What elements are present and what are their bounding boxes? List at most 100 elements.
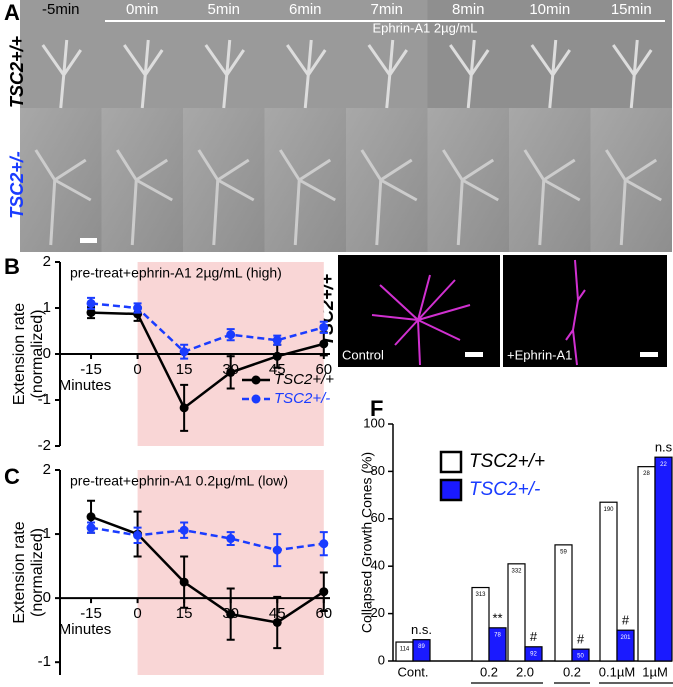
bar bbox=[616, 629, 635, 662]
chart-subtitle: pre-treat+ephrin-A1 0.2µg/mL (low) bbox=[70, 473, 288, 489]
micrograph bbox=[183, 0, 265, 108]
cell-e bbox=[565, 259, 586, 366]
cell-d bbox=[371, 274, 471, 366]
bar bbox=[524, 646, 543, 662]
x-tick-label: 0.2 bbox=[480, 664, 498, 679]
y-tick-label: 1 bbox=[43, 299, 51, 316]
n-label: 89 bbox=[418, 644, 425, 650]
y-tick-label: 0 bbox=[43, 589, 51, 606]
data-point bbox=[226, 330, 236, 340]
series-line bbox=[90, 526, 324, 552]
shaded-region bbox=[137, 470, 324, 675]
x-tick-label: -15 bbox=[80, 361, 102, 378]
y-axis-label: (normalized) bbox=[29, 310, 46, 399]
bar bbox=[599, 501, 618, 662]
micrograph bbox=[509, 108, 591, 252]
data-point bbox=[319, 322, 329, 332]
annotation: # bbox=[622, 613, 630, 628]
y-axis-label: (normalized) bbox=[29, 528, 46, 617]
annotation: ** bbox=[492, 610, 502, 625]
data-point bbox=[319, 587, 329, 597]
data-point bbox=[226, 367, 236, 377]
y-tick-label: 60 bbox=[371, 510, 385, 525]
x-tick-label: 45 bbox=[269, 361, 286, 378]
legend-swatch bbox=[439, 450, 463, 474]
data-point bbox=[179, 577, 189, 587]
cell bbox=[41, 39, 82, 109]
data-point bbox=[179, 525, 189, 535]
n-label: 92 bbox=[530, 651, 537, 657]
bar bbox=[507, 563, 526, 662]
cell bbox=[530, 39, 571, 109]
bar bbox=[637, 466, 656, 662]
data-point bbox=[179, 403, 189, 413]
cell bbox=[278, 149, 336, 246]
data-point bbox=[272, 351, 282, 361]
micrograph bbox=[101, 108, 183, 252]
x-tick-label: 0 bbox=[133, 605, 141, 622]
x-tick-label: 0.2 bbox=[563, 664, 581, 679]
y-tick-label: 40 bbox=[371, 558, 385, 573]
group-label: Slit2 bbox=[559, 684, 584, 687]
data-point bbox=[86, 523, 96, 533]
y-tick-label: -2 bbox=[38, 437, 51, 454]
n-label: 50 bbox=[577, 654, 584, 660]
micrograph bbox=[509, 0, 591, 108]
x-tick-label: 2.0 bbox=[516, 664, 534, 679]
data-point bbox=[86, 308, 96, 318]
cell bbox=[523, 149, 581, 246]
x-tick-label: 60 bbox=[315, 605, 332, 622]
y-tick-label: -1 bbox=[38, 653, 51, 670]
bar bbox=[554, 544, 573, 662]
data-point bbox=[272, 617, 282, 627]
micrograph bbox=[346, 0, 428, 108]
x-tick-label: -15 bbox=[80, 605, 102, 622]
n-label: 332 bbox=[511, 568, 522, 574]
y-tick-label: 100 bbox=[363, 415, 385, 430]
legend-label: TSC2+/+ bbox=[469, 451, 545, 472]
panel-label: A bbox=[4, 0, 20, 25]
data-point bbox=[86, 512, 96, 522]
cell bbox=[367, 39, 408, 109]
micrograph bbox=[20, 0, 102, 108]
group-label: EphrinA1 bbox=[480, 684, 533, 687]
panel-label: F bbox=[370, 396, 383, 421]
data-point bbox=[226, 534, 236, 544]
micrograph bbox=[20, 108, 102, 252]
micrograph bbox=[427, 0, 509, 108]
panel-label: C bbox=[4, 464, 20, 489]
cell bbox=[612, 39, 653, 109]
scale-bar bbox=[640, 352, 658, 357]
series-line bbox=[90, 302, 325, 354]
micrograph bbox=[264, 108, 346, 252]
x-axis-label: Minutes bbox=[59, 621, 112, 638]
data-point bbox=[179, 347, 189, 357]
data-point bbox=[133, 303, 143, 313]
y-tick-label: 0 bbox=[43, 345, 51, 362]
time-label: 6min bbox=[289, 1, 322, 18]
y-axis-label: Extension rate bbox=[11, 303, 28, 405]
time-label: 8min bbox=[452, 1, 485, 18]
x-tick-label: 15 bbox=[176, 605, 193, 622]
y-tick-label: -1 bbox=[38, 391, 51, 408]
scale-bar bbox=[465, 352, 483, 357]
bar bbox=[654, 456, 673, 662]
annotation: n.s. bbox=[411, 622, 432, 637]
y-tick-label: 1 bbox=[43, 525, 51, 542]
panel-label: B bbox=[4, 254, 20, 279]
bar bbox=[488, 627, 507, 662]
y-axis-label: Extension rate bbox=[11, 521, 28, 623]
y-axis-label: Collapsed Growth Cones (%) bbox=[359, 452, 375, 633]
time-label: 0min bbox=[126, 1, 159, 18]
micrographs bbox=[20, 0, 672, 252]
n-label: 59 bbox=[560, 549, 567, 555]
micrograph bbox=[346, 108, 428, 252]
data-point bbox=[226, 609, 236, 619]
image-e bbox=[503, 255, 667, 367]
n-label: 114 bbox=[400, 647, 410, 653]
y-tick-label: 20 bbox=[371, 605, 385, 620]
n-label: 22 bbox=[660, 462, 667, 468]
cell bbox=[204, 39, 245, 109]
x-tick-label: 0.1µM bbox=[599, 664, 635, 679]
legend-label: TSC2+/- bbox=[274, 390, 330, 407]
